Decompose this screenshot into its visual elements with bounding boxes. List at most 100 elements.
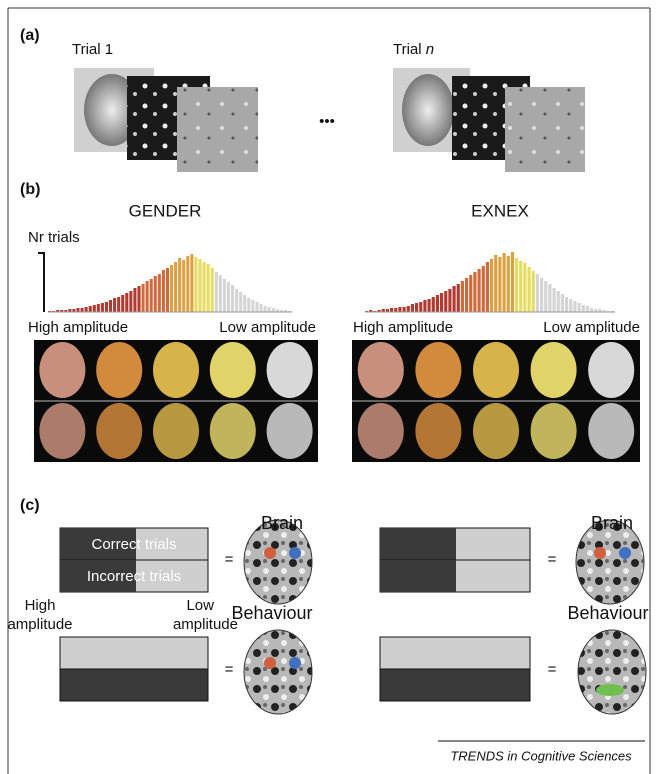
histogram-bar (125, 293, 128, 312)
classification-image (267, 342, 313, 398)
histogram-bar (146, 281, 149, 312)
histogram-bar (465, 278, 468, 312)
amplitude-label: Low amplitude (173, 597, 238, 633)
histogram-bar (223, 279, 226, 312)
histogram-bar (203, 262, 206, 312)
histogram-bar (97, 304, 100, 312)
classification-image (96, 403, 142, 459)
histogram-bar (523, 263, 526, 312)
classification-image (39, 403, 85, 459)
histogram-bar (453, 286, 456, 312)
histogram-bar (398, 307, 401, 312)
stimulus-stack (74, 68, 258, 172)
classification-image (210, 342, 256, 398)
axis-label: Nr trials (28, 229, 80, 246)
histogram-bar (101, 303, 104, 312)
trial-label: Trial n (393, 41, 434, 58)
histogram-bar (503, 253, 506, 312)
histogram-bar (133, 288, 136, 312)
chart-title: GENDER (129, 201, 202, 220)
trial-label: Trial 1 (72, 41, 113, 58)
ellipsis: ••• (319, 113, 335, 130)
histogram-bar (166, 268, 169, 312)
classification-image (358, 403, 404, 459)
range-label: Low amplitude (219, 319, 316, 336)
histogram-bar (231, 285, 234, 312)
equals: = (548, 661, 557, 678)
histogram-bar (457, 284, 460, 312)
trial-index: n (426, 41, 434, 58)
footer: TRENDS in Cognitive Sciences (450, 748, 632, 763)
classification-image (415, 342, 461, 398)
histogram-bar (519, 261, 522, 312)
range-label: High amplitude (28, 319, 128, 336)
classification-image (267, 403, 313, 459)
histogram-bar (553, 288, 556, 312)
histogram-bar (85, 307, 88, 312)
histogram-bar (394, 308, 397, 312)
histogram-bar (93, 305, 96, 312)
histogram-bar (486, 262, 489, 312)
histogram-bar (76, 308, 79, 312)
histogram-bar (211, 268, 214, 312)
histogram-bar (428, 299, 431, 312)
map-title: Behaviour (567, 603, 648, 623)
range-label: Low amplitude (543, 319, 640, 336)
histogram-bar (403, 307, 406, 312)
histogram-bar (407, 306, 410, 312)
histogram-bar (113, 298, 116, 312)
histogram-bar (448, 289, 451, 312)
histogram-bar (121, 295, 124, 312)
classification-image (588, 342, 634, 398)
histogram-bar (178, 258, 181, 312)
line: High (25, 597, 56, 614)
classification-image (531, 342, 577, 398)
histogram-bar (444, 291, 447, 312)
histogram-bar (170, 265, 173, 312)
histogram-bar (498, 257, 501, 312)
equals: = (548, 551, 557, 568)
equals: = (225, 661, 234, 678)
histogram-bar (494, 255, 497, 312)
histogram-bar (255, 302, 258, 312)
range-label: High amplitude (353, 319, 453, 336)
histogram-bar (436, 295, 439, 312)
histogram-bar (415, 303, 418, 312)
histogram-bar (154, 276, 157, 312)
histogram-bar (536, 274, 539, 312)
histogram-bar (544, 281, 547, 312)
histogram-bar (432, 297, 435, 312)
trial-word: Trial (393, 41, 422, 58)
histogram-bar (227, 282, 230, 312)
histogram-bar (109, 300, 112, 312)
histogram-bar (150, 279, 153, 312)
histogram-bar (219, 275, 222, 312)
histogram-bar (515, 258, 518, 312)
map-title: Brain (261, 513, 303, 533)
histogram-bar (190, 254, 193, 312)
panel-label: (b) (20, 181, 40, 198)
histogram-bar (259, 304, 262, 312)
histogram-bar (207, 264, 210, 312)
classification-image (210, 403, 256, 459)
panel-label: (c) (20, 497, 40, 514)
classification-image (473, 403, 519, 459)
classification-image (473, 342, 519, 398)
histogram-bar (268, 307, 271, 312)
map-title: Behaviour (231, 603, 312, 623)
histogram-bar (440, 293, 443, 312)
classification-image (588, 403, 634, 459)
classification-image (153, 403, 199, 459)
histogram-bar (511, 252, 514, 312)
histogram-bar (557, 291, 560, 312)
histogram-bar (469, 275, 472, 312)
histogram-bar (573, 301, 576, 312)
histogram-bar (137, 286, 140, 312)
histogram-bar (507, 256, 510, 312)
line: amplitude (173, 616, 238, 633)
histogram-bar (532, 271, 535, 312)
histogram-bar (186, 256, 189, 312)
line: Low (186, 597, 214, 614)
histogram-bar (142, 284, 145, 312)
histogram-bar (182, 260, 185, 312)
